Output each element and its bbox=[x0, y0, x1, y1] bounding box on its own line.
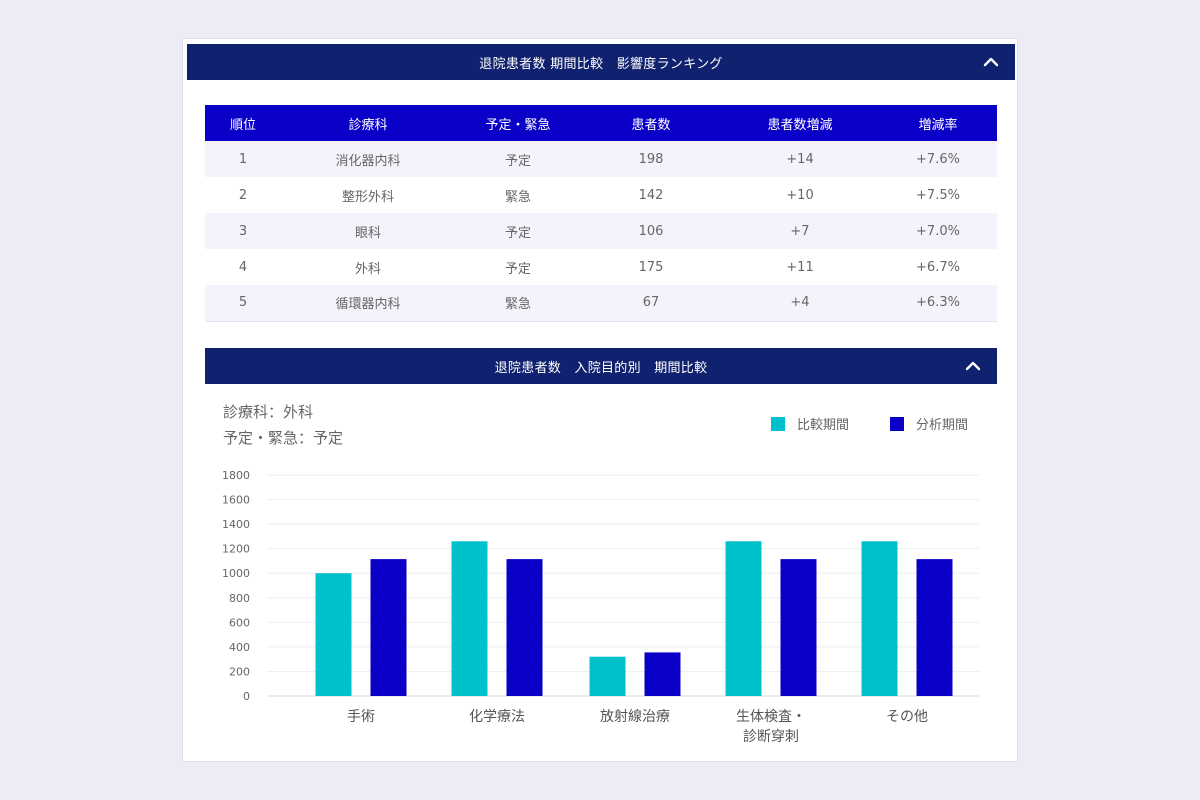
bar-analysis-3[interactable] bbox=[780, 559, 817, 696]
col-dept: 診療科 bbox=[281, 105, 455, 141]
cell-patients: 198 bbox=[581, 141, 721, 177]
y-tick-label: 1200 bbox=[222, 543, 250, 556]
y-tick-label: 1000 bbox=[222, 567, 250, 580]
cell-dept: 循環器内科 bbox=[281, 285, 455, 322]
legend-swatch-analysis bbox=[890, 416, 904, 431]
cell-patients: 175 bbox=[581, 249, 721, 285]
filter-dept: 診療科：外科 bbox=[223, 403, 314, 421]
cell-type: 予定 bbox=[455, 249, 581, 285]
col-change: 患者数増減 bbox=[721, 105, 879, 141]
cell-dept: 整形外科 bbox=[281, 177, 455, 213]
col-type: 予定・緊急 bbox=[455, 105, 581, 141]
cell-change: +4 bbox=[721, 285, 879, 322]
ranking-panel-header: 退院患者数 期間比較 影響度ランキング bbox=[187, 44, 1015, 80]
y-tick-label: 1600 bbox=[222, 494, 250, 507]
cell-patients: 142 bbox=[581, 177, 721, 213]
legend-label-compare: 比較期間 bbox=[797, 418, 850, 433]
legend-label-analysis: 分析期間 bbox=[916, 418, 969, 433]
cell-dept: 外科 bbox=[281, 249, 455, 285]
chart-panel-header: 退院患者数 入院目的別 期間比較 bbox=[205, 348, 997, 384]
bar-compare-2[interactable] bbox=[589, 656, 626, 696]
bar-analysis-0[interactable] bbox=[370, 559, 407, 696]
chart-panel-title: 退院患者数 入院目的別 期間比較 bbox=[494, 360, 708, 376]
bar-chart: 0 200 400 600 800 1000 1200 1400 1600 1800 手術 化学療法 放… bbox=[222, 469, 979, 745]
table-row[interactable]: 1 消化器内科 予定 198 +14 +7.6% bbox=[205, 141, 997, 177]
ranking-table: 順位 診療科 予定・緊急 患者数 患者数増減 増減率 1 消化器内科 予定 19… bbox=[205, 105, 997, 322]
col-rate: 増減率 bbox=[879, 105, 997, 141]
legend-item-analysis: 分析期間 bbox=[890, 414, 968, 433]
y-tick-label: 400 bbox=[229, 641, 250, 654]
table-row[interactable]: 2 整形外科 緊急 142 +10 +7.5% bbox=[205, 177, 997, 213]
cell-rate: +7.0% bbox=[879, 213, 997, 249]
cell-dept: 眼科 bbox=[281, 213, 455, 249]
legend-item-compare: 比較期間 bbox=[771, 414, 849, 433]
cell-dept: 消化器内科 bbox=[281, 141, 455, 177]
x-tick-label: 診断穿刺 bbox=[743, 729, 799, 745]
cell-change: +11 bbox=[721, 249, 879, 285]
y-tick-label: 0 bbox=[243, 690, 250, 703]
y-tick-label: 200 bbox=[229, 665, 250, 678]
cell-rate: +6.7% bbox=[879, 249, 997, 285]
chevron-up-icon[interactable] bbox=[981, 52, 1001, 72]
bar-compare-1[interactable] bbox=[451, 541, 488, 696]
table-row[interactable]: 5 循環器内科 緊急 67 +4 +6.3% bbox=[205, 285, 997, 322]
cell-rate: +6.3% bbox=[879, 285, 997, 322]
cell-type: 予定 bbox=[455, 141, 581, 177]
cell-change: +7 bbox=[721, 213, 879, 249]
y-tick-label: 1400 bbox=[222, 518, 250, 531]
y-tick-label: 600 bbox=[229, 616, 250, 629]
cell-patients: 67 bbox=[581, 285, 721, 322]
cell-rank: 5 bbox=[205, 285, 281, 322]
bar-compare-3[interactable] bbox=[725, 541, 762, 696]
chevron-up-icon[interactable] bbox=[963, 356, 983, 376]
table-row[interactable]: 3 眼科 予定 106 +7 +7.0% bbox=[205, 213, 997, 249]
cell-type: 緊急 bbox=[455, 177, 581, 213]
main-card: 退院患者数 期間比較 影響度ランキング 順位 診療科 予定・緊急 患者数 患者数… bbox=[182, 38, 1018, 762]
bar-compare-4[interactable] bbox=[861, 541, 898, 696]
cell-change: +10 bbox=[721, 177, 879, 213]
x-tick-label: 放射線治療 bbox=[600, 708, 670, 725]
cell-patients: 106 bbox=[581, 213, 721, 249]
cell-rate: +7.5% bbox=[879, 177, 997, 213]
bar-compare-0[interactable] bbox=[315, 573, 352, 696]
cell-type: 予定 bbox=[455, 213, 581, 249]
ranking-table-header: 順位 診療科 予定・緊急 患者数 患者数増減 増減率 bbox=[205, 105, 997, 141]
cell-rank: 2 bbox=[205, 177, 281, 213]
bar-analysis-1[interactable] bbox=[506, 559, 543, 696]
col-patients: 患者数 bbox=[581, 105, 721, 141]
bar-analysis-2[interactable] bbox=[644, 652, 681, 696]
y-tick-label: 1800 bbox=[222, 469, 250, 482]
cell-rank: 1 bbox=[205, 141, 281, 177]
ranking-panel-title: 退院患者数 期間比較 影響度ランキング bbox=[479, 56, 723, 72]
x-tick-label: その他 bbox=[886, 709, 928, 725]
x-tick-label: 手術 bbox=[347, 709, 375, 725]
x-tick-label: 化学療法 bbox=[469, 708, 525, 725]
cell-type: 緊急 bbox=[455, 285, 581, 322]
filter-type: 予定・緊急：予定 bbox=[223, 429, 344, 447]
x-tick-label: 生体検査・ bbox=[736, 709, 806, 725]
y-tick-label: 800 bbox=[229, 592, 250, 605]
col-rank: 順位 bbox=[205, 105, 281, 141]
cell-rate: +7.6% bbox=[879, 141, 997, 177]
table-row[interactable]: 4 外科 予定 175 +11 +6.7% bbox=[205, 249, 997, 285]
cell-rank: 4 bbox=[205, 249, 281, 285]
cell-rank: 3 bbox=[205, 213, 281, 249]
bar-analysis-4[interactable] bbox=[916, 559, 953, 696]
cell-change: +14 bbox=[721, 141, 879, 177]
legend-swatch-compare bbox=[771, 416, 785, 431]
